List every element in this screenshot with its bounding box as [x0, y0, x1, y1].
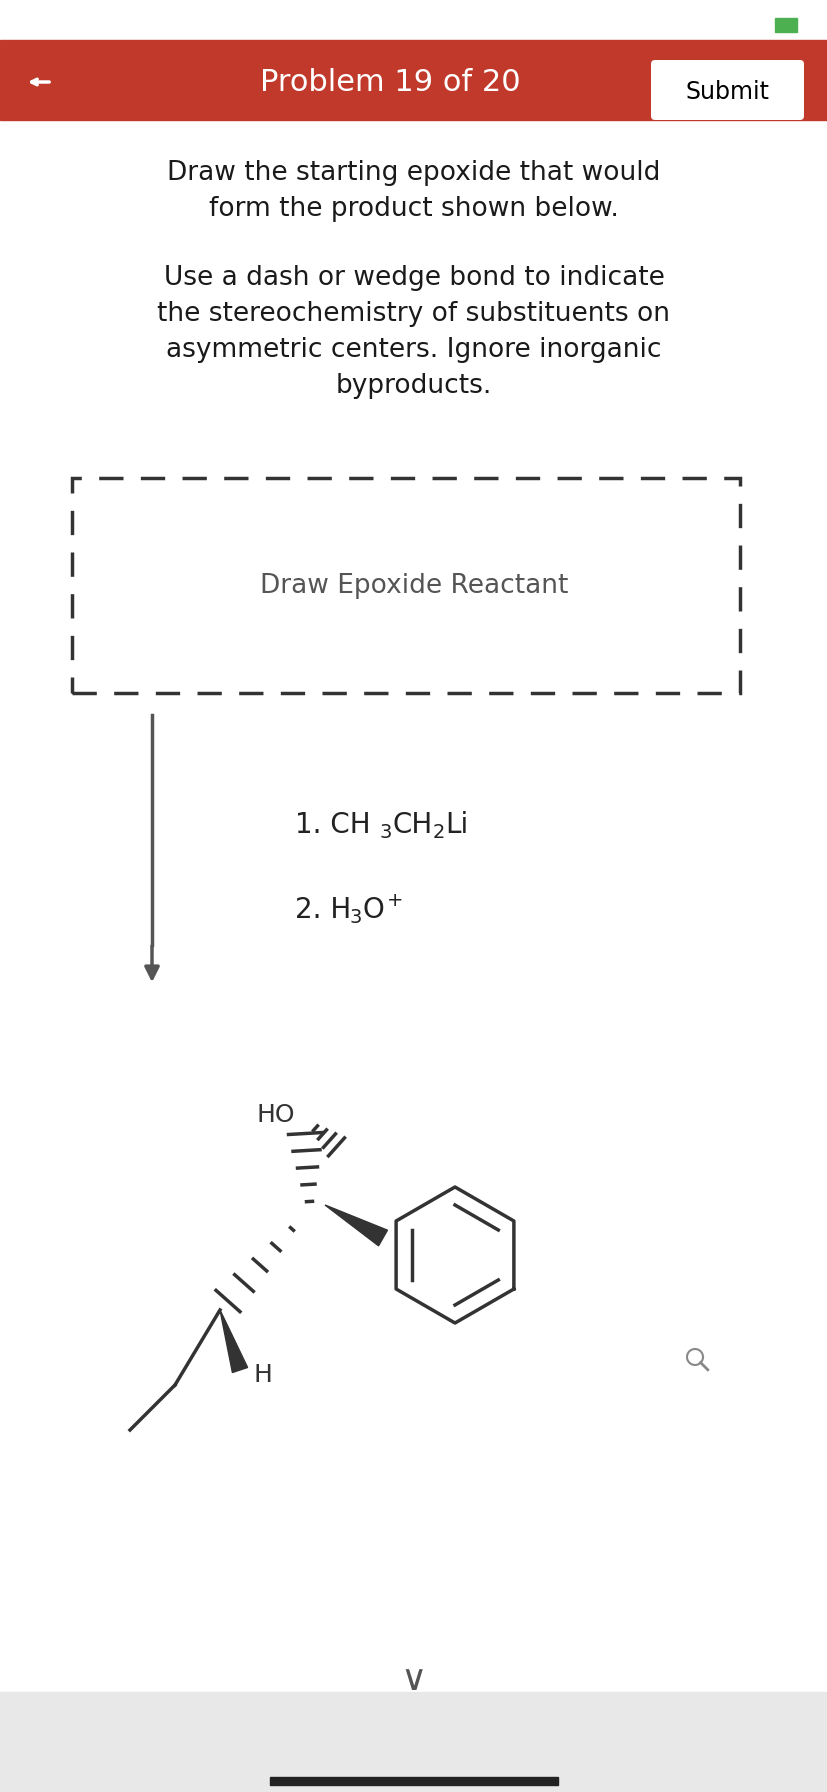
Text: +: + — [386, 891, 403, 910]
Text: H: H — [254, 1364, 273, 1387]
Text: Draw the starting epoxide that would
form the product shown below.: Draw the starting epoxide that would for… — [167, 159, 660, 222]
Text: 3: 3 — [350, 907, 362, 926]
Text: ∨: ∨ — [400, 1663, 427, 1697]
Polygon shape — [220, 1310, 247, 1373]
Text: CH: CH — [393, 812, 433, 839]
Text: Submit: Submit — [686, 81, 769, 104]
Text: Li: Li — [444, 812, 468, 839]
Text: 1. CH: 1. CH — [294, 812, 370, 839]
FancyBboxPatch shape — [650, 59, 803, 120]
Text: 2. H: 2. H — [294, 896, 351, 925]
Text: O: O — [362, 896, 385, 925]
Text: Draw Epoxide Reactant: Draw Epoxide Reactant — [260, 572, 567, 599]
Bar — [0, 0, 827, 39]
FancyBboxPatch shape — [676, 1337, 718, 1378]
Bar — [0, 1692, 827, 1792]
Text: Use a dash or wedge bond to indicate
the stereochemistry of substituents on
asym: Use a dash or wedge bond to indicate the… — [157, 265, 670, 400]
Bar — [270, 1778, 557, 1785]
Bar — [88, 1025, 727, 1385]
Polygon shape — [325, 1204, 387, 1245]
Bar — [774, 18, 796, 32]
Text: 2: 2 — [433, 823, 445, 842]
Text: HO: HO — [256, 1104, 294, 1127]
Bar — [72, 478, 739, 694]
Text: Problem 19 of 20: Problem 19 of 20 — [260, 68, 519, 97]
Text: 3: 3 — [380, 823, 392, 842]
Bar — [0, 39, 827, 120]
